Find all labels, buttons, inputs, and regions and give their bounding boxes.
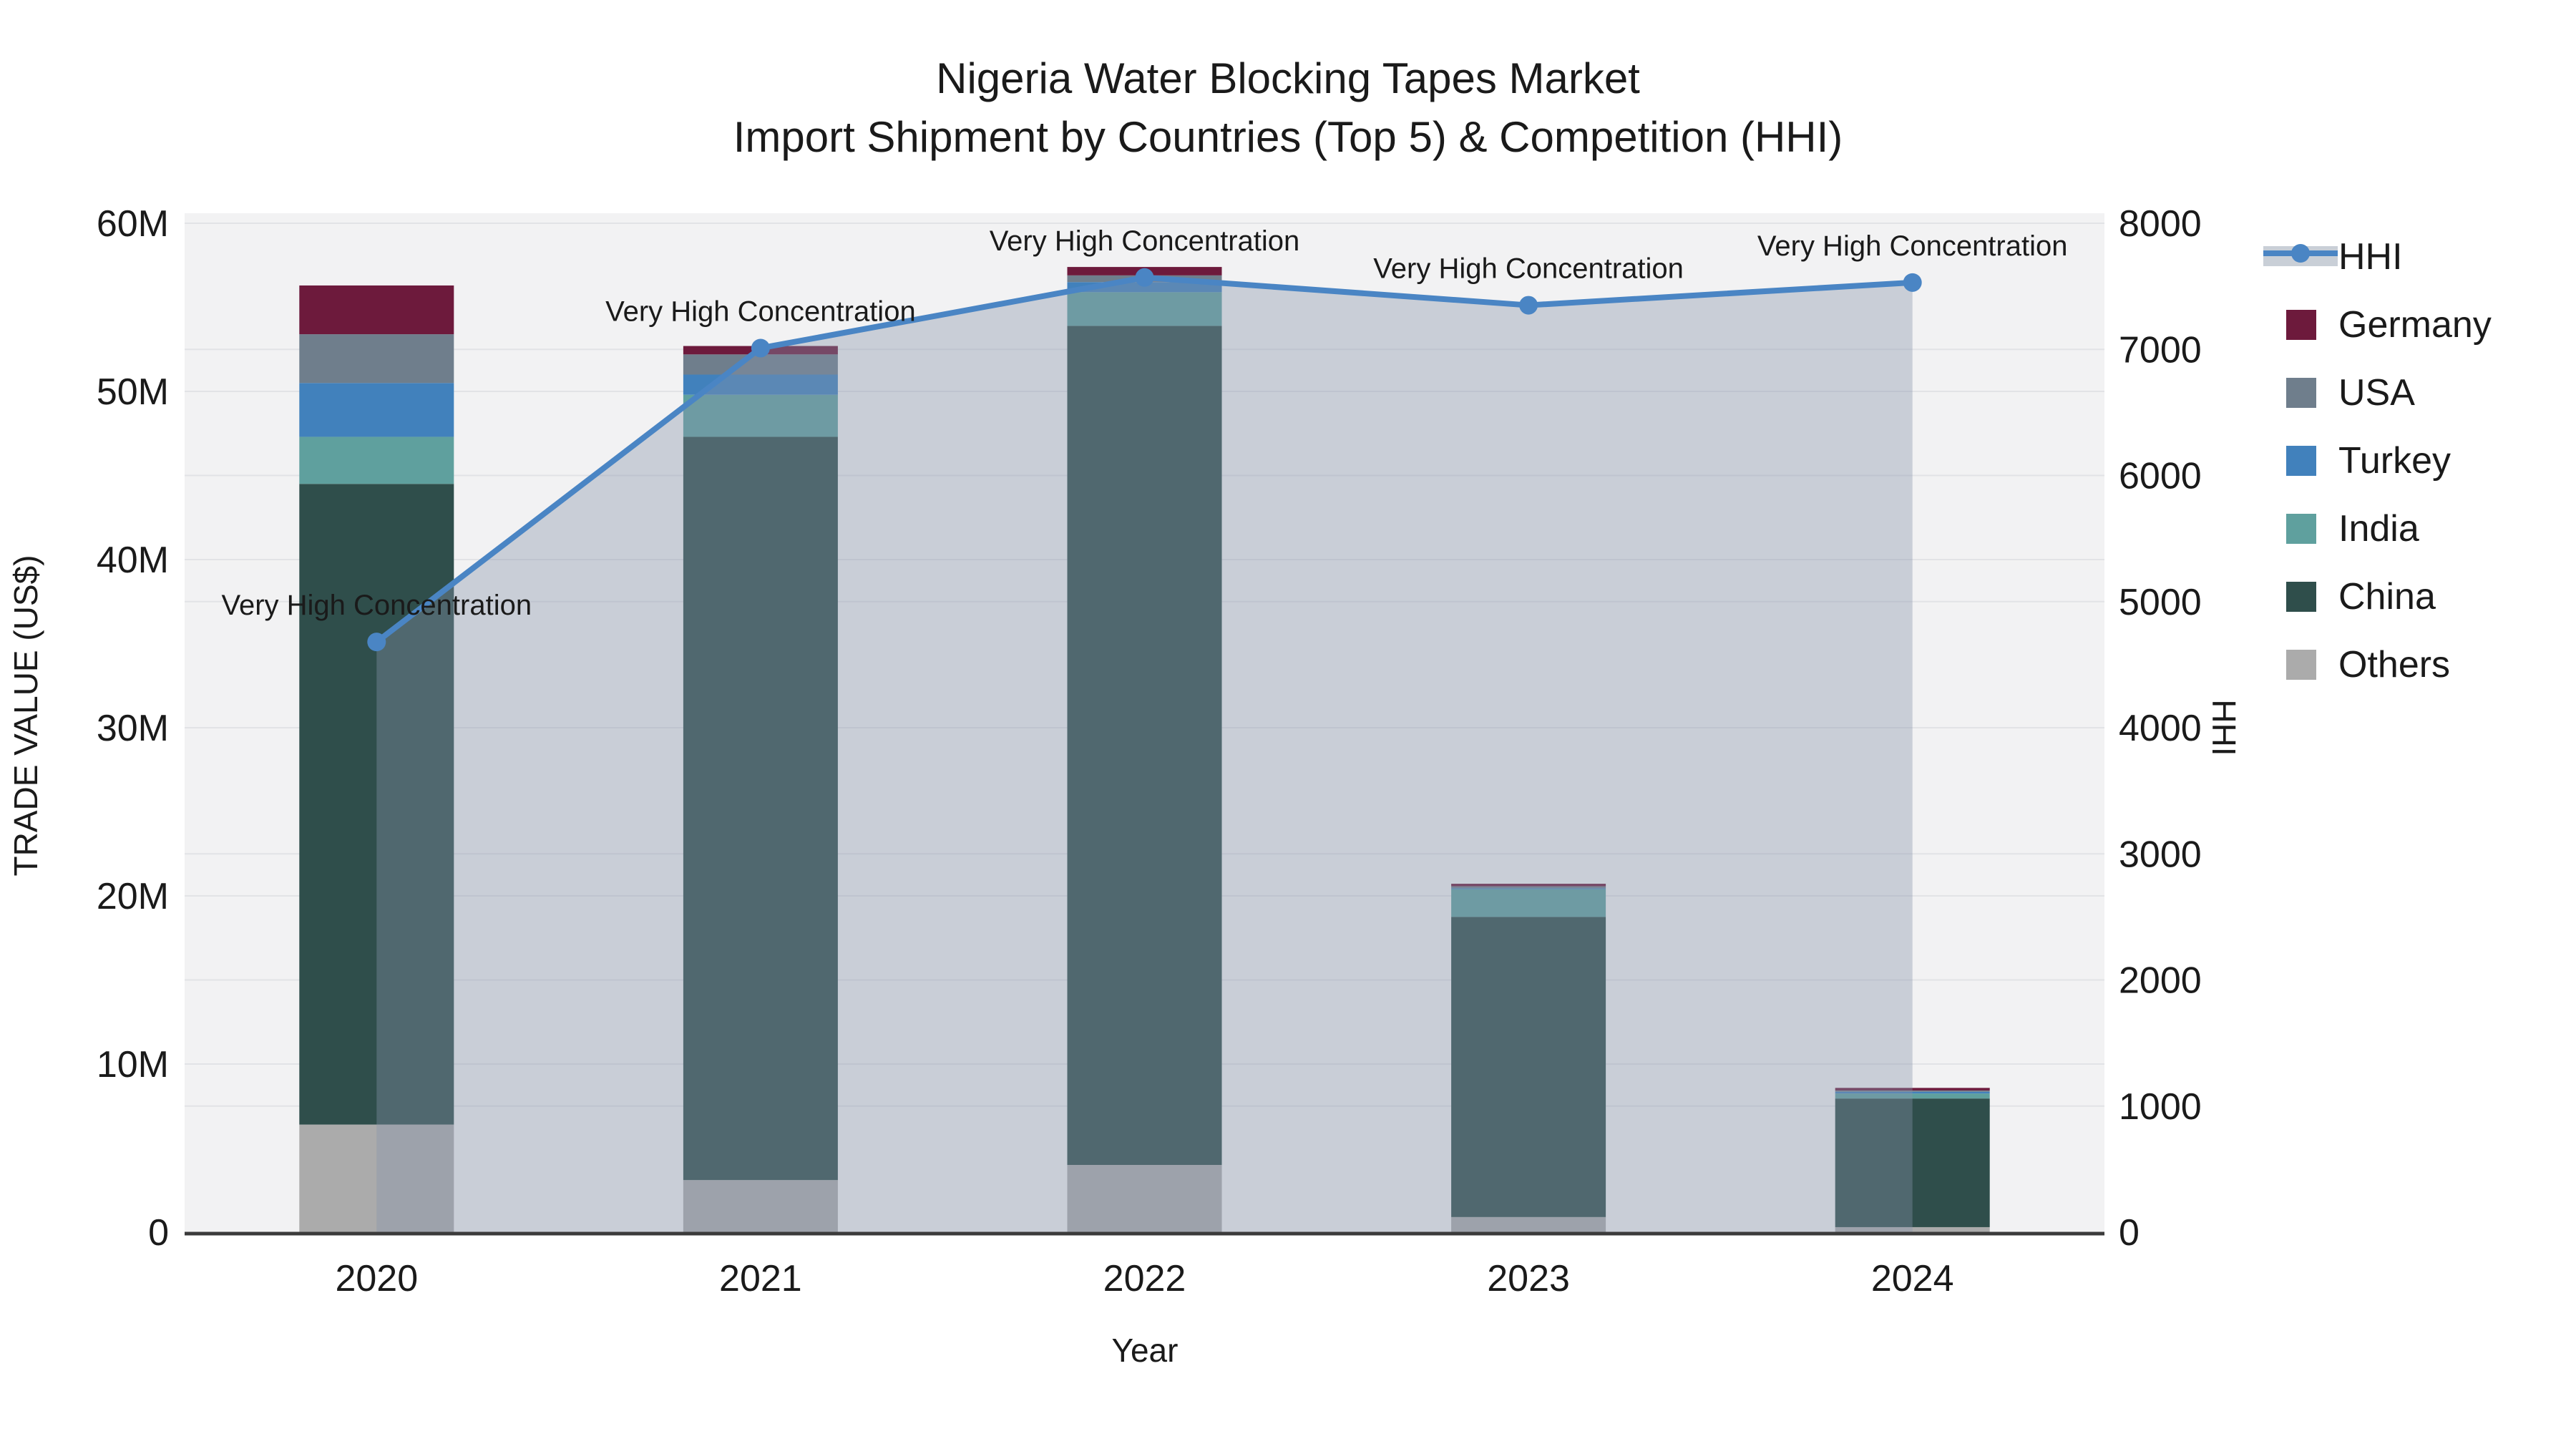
y-right-tick-label: 0 — [2119, 1212, 2140, 1254]
x-tick-label: 2023 — [1487, 1258, 1570, 1299]
chart-title-line1: Nigeria Water Blocking Tapes Market — [936, 54, 1640, 102]
bar-segment-india-2023[interactable] — [1451, 889, 1606, 917]
y-left-tick-label: 30M — [97, 708, 169, 749]
legend-item-germany[interactable]: Germany — [2286, 304, 2492, 346]
bar-segment-china-2020[interactable] — [299, 484, 454, 1125]
y-right-axis-title: HHI — [2205, 699, 2243, 756]
hhi-marker-2020[interactable] — [367, 633, 386, 652]
y-left-tick-label: 10M — [97, 1044, 169, 1085]
chart-title-line2: Import Shipment by Countries (Top 5) & C… — [733, 113, 1843, 161]
x-tick-label: 2024 — [1871, 1258, 1954, 1299]
bar-segment-india-2022[interactable] — [1067, 292, 1222, 326]
annotation-2021: Very High Concentration — [605, 296, 916, 327]
legend-item-china[interactable]: China — [2286, 576, 2436, 618]
y-right-tick-label: 2000 — [2119, 960, 2202, 1002]
annotation-2022: Very High Concentration — [990, 225, 1300, 257]
y-right-tick-label: 7000 — [2119, 329, 2202, 371]
y-right-tick-label: 1000 — [2119, 1086, 2202, 1128]
hhi-marker-2024[interactable] — [1903, 273, 1922, 292]
bar-segment-usa-2020[interactable] — [299, 334, 454, 384]
y-right-tick-label: 6000 — [2119, 456, 2202, 497]
bar-segment-india-2024[interactable] — [1835, 1093, 1990, 1099]
legend: HHI Germany USA Turkey India China Others — [2263, 236, 2492, 686]
y-right-tick-label: 5000 — [2119, 582, 2202, 623]
y-right-tick-label: 8000 — [2119, 203, 2202, 245]
hhi-marker-2022[interactable] — [1135, 268, 1154, 287]
legend-label-usa: USA — [2338, 372, 2415, 414]
y-left-tick-label: 40M — [97, 540, 169, 581]
legend-item-turkey[interactable]: Turkey — [2286, 440, 2451, 482]
bar-segment-usa-2021[interactable] — [683, 354, 838, 375]
legend-item-others[interactable]: Others — [2286, 644, 2450, 686]
annotation-2024: Very High Concentration — [1757, 230, 2068, 262]
x-tick-label: 2021 — [719, 1258, 802, 1299]
bar-segment-others-2023[interactable] — [1451, 1216, 1606, 1232]
bar-segment-china-2022[interactable] — [1067, 326, 1222, 1166]
annotation-2023: Very High Concentration — [1373, 253, 1684, 285]
legend-item-usa[interactable]: USA — [2286, 372, 2415, 414]
legend-swatch-china — [2286, 582, 2316, 612]
y-left-tick-label: 20M — [97, 876, 169, 917]
hhi-area — [376, 277, 1913, 1233]
legend-label-germany: Germany — [2338, 304, 2492, 346]
legend-swatch-usa — [2286, 378, 2316, 408]
bar-segment-others-2022[interactable] — [1067, 1165, 1222, 1232]
legend-swatch-india — [2286, 514, 2316, 544]
bar-segment-india-2020[interactable] — [299, 436, 454, 484]
hhi-marker-2023[interactable] — [1519, 296, 1538, 315]
x-axis-title: Year — [1112, 1332, 1179, 1369]
legend-label-china: China — [2338, 576, 2436, 618]
hhi-marker-2021[interactable] — [751, 338, 770, 358]
legend-label-others: Others — [2338, 644, 2450, 686]
legend-item-india[interactable]: India — [2286, 508, 2419, 550]
bar-segment-germany-2024[interactable] — [1835, 1088, 1990, 1091]
bar-segment-germany-2020[interactable] — [299, 285, 454, 335]
legend-label-turkey: Turkey — [2338, 440, 2451, 482]
legend-swatch-others — [2286, 650, 2316, 680]
bar-segment-others-2021[interactable] — [683, 1180, 838, 1232]
y-right-tick-label: 3000 — [2119, 834, 2202, 875]
legend-hhi-marker-sample — [2291, 244, 2310, 263]
bar-segment-turkey-2020[interactable] — [299, 383, 454, 437]
bar-segment-others-2024[interactable] — [1835, 1226, 1990, 1232]
legend-swatch-turkey — [2286, 446, 2316, 476]
x-tick-label: 2020 — [335, 1258, 418, 1299]
bar-segment-turkey-2024[interactable] — [1835, 1091, 1990, 1094]
legend-label-india: India — [2338, 508, 2419, 550]
y-left-tick-label: 0 — [148, 1212, 169, 1254]
y-left-tick-label: 60M — [97, 203, 169, 245]
y-right-tick-label: 4000 — [2119, 708, 2202, 749]
chart-layers: Very High Concentration Very High Concent… — [97, 203, 2202, 1299]
bar-segment-turkey-2023[interactable] — [1451, 888, 1606, 889]
bar-segment-usa-2023[interactable] — [1451, 886, 1606, 889]
bar-segment-usa-2024[interactable] — [1835, 1090, 1990, 1092]
annotation-2020: Very High Concentration — [222, 590, 532, 621]
bar-segment-germany-2023[interactable] — [1451, 884, 1606, 887]
y-left-tick-label: 50M — [97, 371, 169, 413]
bar-segment-china-2023[interactable] — [1451, 917, 1606, 1217]
bar-segment-china-2021[interactable] — [683, 436, 838, 1181]
legend-item-hhi[interactable]: HHI — [2263, 236, 2403, 278]
legend-label-hhi: HHI — [2338, 236, 2403, 278]
bar-segment-others-2020[interactable] — [299, 1124, 454, 1232]
legend-swatch-germany — [2286, 310, 2316, 340]
bar-segment-china-2024[interactable] — [1835, 1098, 1990, 1227]
bar-segment-india-2021[interactable] — [683, 394, 838, 437]
x-tick-label: 2022 — [1103, 1258, 1186, 1299]
y-left-axis-title: TRADE VALUE (US$) — [7, 555, 44, 876]
